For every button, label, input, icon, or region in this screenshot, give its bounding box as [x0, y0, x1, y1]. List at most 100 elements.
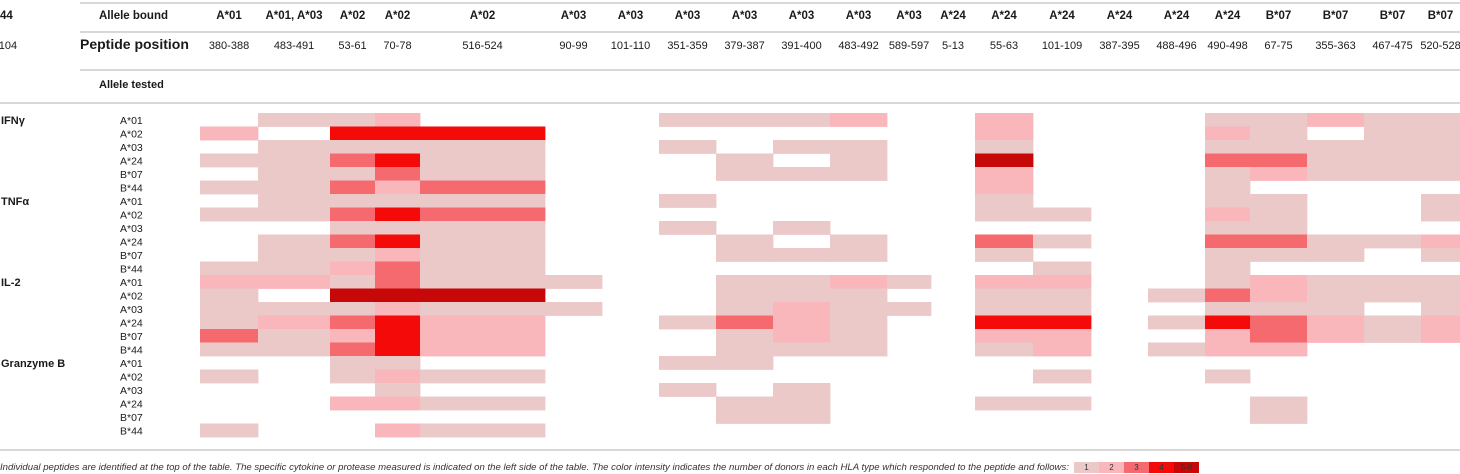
heatmap-cell	[545, 275, 603, 289]
heatmap-cell	[773, 342, 831, 357]
heatmap-cell	[420, 194, 546, 208]
heatmap-cell	[1250, 113, 1308, 127]
heatmap-cell	[716, 153, 774, 168]
heatmap-cell	[975, 126, 1034, 141]
heatmap-cell	[773, 315, 831, 330]
heatmap-cell	[1421, 234, 1460, 249]
heatmap-cell	[420, 342, 546, 357]
heatmap-cell	[716, 248, 774, 262]
heatmap-cell	[330, 356, 376, 370]
peptide-position-label: Peptide position	[80, 36, 189, 52]
heatmap-cell	[375, 383, 421, 397]
heatmap-cell	[1205, 315, 1251, 330]
heatmap-cell	[659, 315, 717, 330]
column-peptide-position: 380-388	[209, 40, 249, 52]
heatmap-cell	[716, 356, 774, 370]
heatmap-cell	[659, 140, 717, 154]
column-peptide-position: 55-63	[990, 40, 1018, 52]
heatmap-cell	[375, 315, 421, 330]
column-allele-bound: A*24	[991, 10, 1017, 22]
heatmap-cell	[420, 302, 546, 316]
heatmap-cell	[258, 234, 331, 249]
heatmap-cell	[1364, 126, 1422, 141]
heatmap-cell	[1250, 329, 1308, 343]
heatmap-cell	[1364, 153, 1422, 168]
heatmap-cell	[1364, 275, 1422, 289]
heatmap-cell	[420, 248, 546, 262]
column-allele-bound: A*02	[470, 10, 496, 22]
heatmap-cell	[545, 302, 603, 316]
heatmap-cell	[716, 396, 774, 411]
heatmap-cell	[975, 234, 1034, 249]
heatmap-cell	[1205, 113, 1251, 127]
heatmap-cell	[830, 288, 888, 303]
heatmap-cell	[830, 302, 888, 316]
heatmap-cell	[1307, 113, 1365, 127]
heatmap-cell	[1307, 329, 1365, 343]
heatmap-cell	[1250, 288, 1308, 303]
heatmap-cell	[1205, 248, 1251, 262]
heatmap-cell	[420, 329, 546, 343]
allele-tested-label: A*01	[120, 277, 143, 289]
heatmap-cell	[375, 369, 421, 384]
column-peptide-position: 516-524	[462, 40, 502, 52]
legend-swatch: 1	[1073, 461, 1099, 473]
column-allele-bound: A*03	[675, 10, 701, 22]
heatmap-cells	[200, 113, 1460, 438]
heatmap-cell	[1205, 221, 1251, 235]
heatmap-cell	[258, 315, 331, 330]
heatmap-cell	[1033, 369, 1092, 384]
heatmap-cell	[200, 342, 259, 357]
heatmap-cell	[258, 248, 331, 262]
heatmap-cell	[1033, 275, 1092, 289]
heatmap-cell	[1148, 315, 1206, 330]
column-peptide-position: 520-528	[1420, 40, 1460, 52]
heatmap-cell	[1307, 234, 1365, 249]
allele-tested-label: A*03	[120, 142, 143, 154]
heatmap-cell	[830, 342, 888, 357]
heatmap-cell	[1421, 248, 1460, 262]
heatmap-cell	[1033, 288, 1092, 303]
heatmap-cell	[975, 180, 1034, 195]
column-allele-bound: A*24	[940, 10, 966, 22]
heatmap-cell	[375, 221, 421, 235]
heatmap-cell	[1033, 342, 1092, 357]
heatmap-cell	[258, 167, 331, 181]
column-peptide-position: 483-491	[274, 40, 314, 52]
footer-caption: Individual peptides are identified at th…	[0, 461, 1069, 473]
heatmap-cell	[659, 221, 717, 235]
heatmap-cell	[1205, 275, 1251, 289]
heatmap-cell	[375, 153, 421, 168]
heatmap-cell	[375, 167, 421, 181]
heatmap-cell	[773, 113, 831, 127]
heatmap-cell	[200, 315, 259, 330]
heatmap-cell	[258, 342, 331, 357]
heatmap-cell	[773, 410, 831, 424]
heatmap-cell	[330, 140, 376, 154]
heatmap-cell	[1250, 126, 1308, 141]
heatmap-cell	[420, 315, 546, 330]
heatmap-cell	[1364, 113, 1422, 127]
allele-tested-label: B*07	[120, 412, 143, 424]
column-allele-bound: A*03	[789, 10, 815, 22]
heatmap-cell	[1307, 275, 1365, 289]
heatmap-cell	[975, 288, 1034, 303]
allele-tested-label: A*01	[120, 358, 143, 370]
heatmap-cell	[1364, 329, 1422, 343]
heatmap-cell	[1205, 140, 1251, 154]
heatmap-cell	[258, 140, 331, 154]
heatmap-cell	[716, 342, 774, 357]
heatmap-cell	[200, 302, 259, 316]
heatmap-cell	[200, 153, 259, 168]
heatmap-cell	[420, 275, 546, 289]
column-allele-bound: B*07	[1380, 10, 1406, 22]
allele-tested-label: A*24	[120, 399, 143, 411]
heatmap-cell	[716, 288, 774, 303]
group-label: TNFα	[1, 196, 29, 208]
heatmap-cell	[975, 248, 1034, 262]
heatmap-cell	[1307, 302, 1365, 316]
heatmap-cell	[1148, 288, 1206, 303]
heatmap-cell	[200, 261, 259, 276]
column-allele-bound: B*44	[0, 10, 13, 22]
